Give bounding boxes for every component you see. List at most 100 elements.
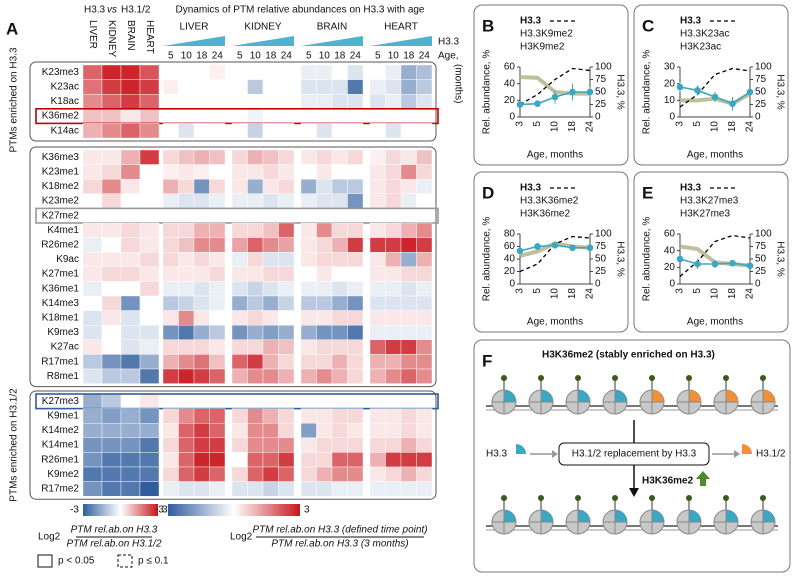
x-tick-label: 18	[567, 288, 578, 300]
age-label: Age,	[438, 51, 459, 62]
y2-tick-label: 50	[595, 254, 607, 265]
heat-cell	[300, 93, 317, 109]
heat-cell	[193, 178, 210, 194]
heat-cell	[369, 79, 386, 95]
heat-cell	[262, 193, 279, 209]
heat-cell	[262, 149, 279, 165]
heat-cell	[416, 339, 433, 355]
time-label: 10	[250, 51, 262, 62]
heat-cell	[347, 466, 364, 482]
heat-cell	[82, 452, 103, 468]
heat-cell	[416, 466, 433, 482]
dynamics-header: Dynamics of PTM relative abundances on H…	[175, 5, 424, 16]
heat-cell	[139, 466, 160, 482]
formula-log: Log2	[230, 532, 253, 543]
y2-axis-label: H3.3, %	[774, 74, 785, 110]
heat-cell	[385, 251, 402, 267]
heat-cell	[82, 79, 103, 95]
heat-cell	[369, 178, 386, 194]
mark-dot	[649, 495, 655, 501]
heat-cell	[316, 237, 333, 253]
heat-cell	[385, 208, 402, 224]
heat-cell	[369, 193, 386, 209]
heat-cell	[193, 149, 210, 165]
age-gradient	[163, 36, 225, 46]
x-tick-label: 5	[532, 121, 543, 127]
heat-cell	[416, 123, 433, 139]
heat-cell	[231, 208, 248, 224]
heat-cell	[300, 178, 317, 194]
heat-cell	[101, 193, 122, 209]
heat-cell	[262, 466, 279, 482]
y2-tick-label: 0	[755, 279, 761, 290]
heat-cell	[139, 339, 160, 355]
heat-cell	[278, 178, 295, 194]
point	[534, 100, 541, 107]
heat-cell	[231, 178, 248, 194]
heat-cell	[385, 193, 402, 209]
time-label: 5	[237, 51, 243, 62]
y-tick-label: 20	[664, 78, 676, 89]
mark-dot	[575, 375, 581, 381]
heat-cell	[82, 423, 103, 439]
row-label: K18me2	[42, 181, 80, 192]
row-label: K14me1	[42, 440, 80, 451]
heat-cell	[316, 93, 333, 109]
heat-cell	[178, 93, 195, 109]
heat-cell	[178, 295, 195, 311]
histone-quarter	[504, 390, 516, 402]
panel-letter: E	[642, 183, 653, 202]
heat-cell	[316, 481, 333, 497]
heat-cell	[193, 325, 210, 341]
heat-cell	[278, 481, 295, 497]
heat-cell	[262, 64, 279, 80]
heat-cell	[369, 93, 386, 109]
heat-cell	[231, 354, 248, 370]
heat-cell	[385, 164, 402, 180]
colorbar-label: 3	[162, 505, 168, 516]
heat-cell	[369, 437, 386, 453]
row-label: K14me3	[42, 298, 80, 309]
time-label: 5	[168, 51, 174, 62]
heat-cell	[331, 368, 348, 384]
heat-cell	[316, 325, 333, 341]
rel-column-label: KIDNEY	[106, 20, 117, 58]
heat-cell	[101, 266, 122, 282]
point	[534, 243, 541, 250]
heat-cell	[400, 108, 417, 124]
heat-cell	[247, 452, 264, 468]
histone-quarter	[726, 390, 738, 402]
heat-cell	[278, 79, 295, 95]
heat-cell	[178, 393, 195, 409]
heat-cell	[139, 481, 160, 497]
heat-cell	[369, 149, 386, 165]
point	[711, 260, 719, 268]
heat-cell	[416, 64, 433, 80]
heat-cell	[369, 325, 386, 341]
x-tick-label: 5	[532, 288, 543, 294]
heat-cell	[139, 251, 160, 267]
heat-cell	[300, 208, 317, 224]
panel-letter: B	[482, 16, 494, 35]
heat-cell	[82, 123, 103, 139]
heat-cell	[247, 108, 264, 124]
heat-cell	[120, 281, 141, 297]
heat-cell	[316, 193, 333, 209]
heat-cell	[162, 481, 179, 497]
heat-cell	[193, 368, 210, 384]
heat-cell	[82, 193, 103, 209]
y2-tick-label: 0	[595, 279, 601, 290]
heat-cell	[331, 466, 348, 482]
point	[516, 247, 524, 255]
heat-cell	[231, 408, 248, 424]
x-tick-label: 10	[710, 121, 721, 133]
row-label: K18ac	[51, 96, 79, 107]
heat-cell	[82, 481, 103, 497]
heat-cell	[400, 266, 417, 282]
time-label: 18	[334, 51, 346, 62]
heat-cell	[369, 408, 386, 424]
heat-cell	[178, 466, 195, 482]
y2-tick-label: 100	[755, 62, 772, 73]
heat-cell	[369, 208, 386, 224]
group-box	[29, 61, 437, 142]
